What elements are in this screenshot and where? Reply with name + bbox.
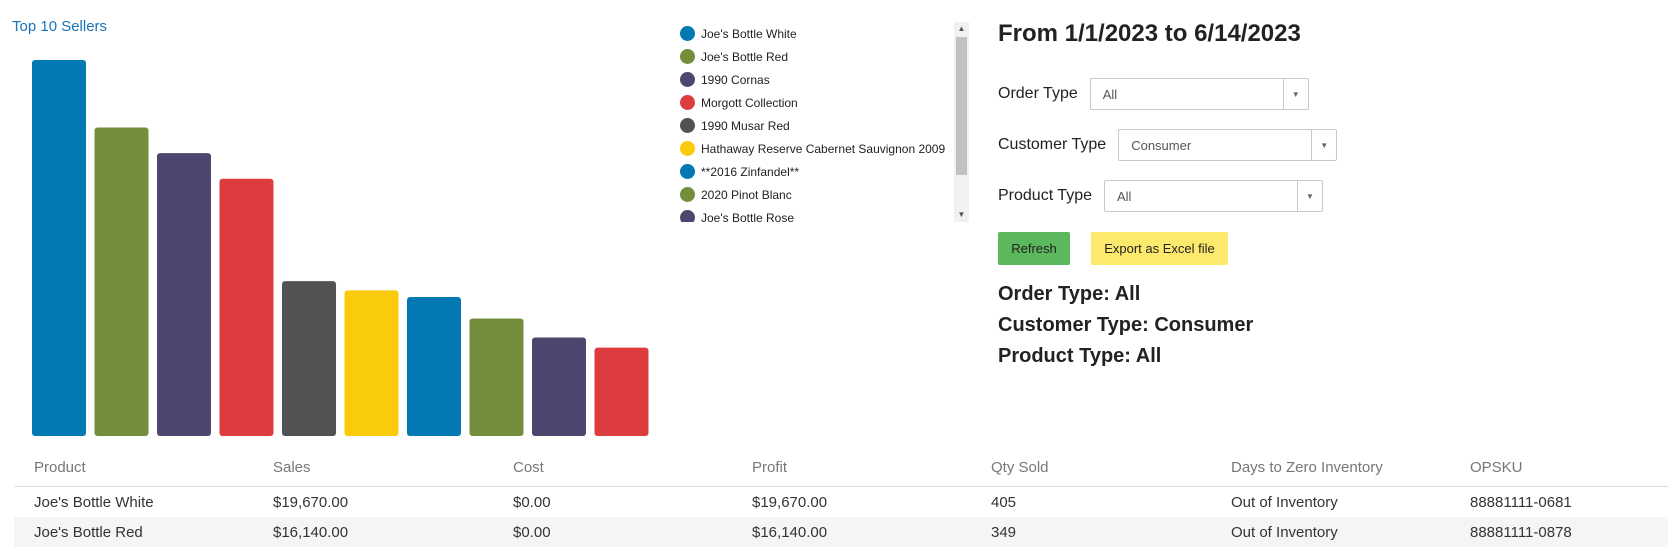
column-header-profit[interactable]: Profit [732,448,971,487]
cell-cost: $0.00 [493,517,732,547]
summary-order-type: Order Type: All [998,283,1141,305]
legend-scrollbar[interactable]: ▲ ▼ [954,22,969,222]
table-row[interactable]: Joe's Bottle White $19,670.00 $0.00 $19,… [14,487,1668,518]
cell-opsku: 88881111-0878 [1450,517,1668,547]
legend-swatch-icon [680,141,695,156]
legend-item[interactable]: **2016 Zinfandel** [678,160,958,183]
cell-product: Joe's Bottle Red [14,517,253,547]
product-type-label: Product Type [998,187,1092,204]
cell-qty-sold: 349 [971,517,1211,547]
bar-7[interactable] [407,297,461,436]
chevron-down-icon[interactable]: ▼ [1311,130,1336,160]
customer-type-select[interactable]: Consumer ▼ [1118,129,1338,161]
legend-label: 1990 Musar Red [701,118,790,133]
cell-sales: $19,670.00 [273,493,349,511]
chevron-down-icon[interactable]: ▼ [1296,181,1322,211]
order-type-filter: Order Type All ▼ [998,78,1309,110]
legend-item[interactable]: Hathaway Reserve Cabernet Sauvignon 2009 [678,137,958,160]
column-header-qty-sold[interactable]: Qty Sold [971,448,1211,487]
legend-item[interactable]: 2020 Pinot Blanc [678,183,958,206]
cell-profit: $19,670.00 [752,493,828,511]
legend-swatch-icon [680,49,695,64]
bar-3[interactable] [157,153,211,436]
product-type-value: All [1116,188,1132,204]
date-range-heading: From 1/1/2023 to 6/14/2023 [998,20,1301,47]
bar-10[interactable] [594,347,649,436]
refresh-button[interactable]: Refresh [998,232,1070,265]
bar-9[interactable] [532,337,586,436]
column-header-cost[interactable]: Cost [493,448,732,487]
legend-label: Joe's Bottle Rose [701,210,795,223]
legend-swatch-icon [680,187,695,202]
order-type-label: Order Type [998,85,1078,102]
legend-label: 1990 Cornas [701,72,770,87]
legend-label: **2016 Zinfandel** [701,164,800,179]
cell-product: Joe's Bottle White [34,493,154,511]
cell-profit: $16,140.00 [732,517,971,547]
summary-customer-type: Customer Type: Consumer [998,314,1254,336]
bar-4[interactable] [219,178,274,436]
bar-1[interactable] [32,60,86,436]
legend-item[interactable]: Joe's Bottle Red [678,45,958,68]
bar-5[interactable] [282,281,336,436]
bar-2[interactable] [94,127,149,436]
legend-item[interactable]: Joe's Bottle Rose [678,206,958,222]
customer-type-label: Customer Type [998,136,1107,153]
legend-swatch-icon [680,95,695,110]
legend-item[interactable]: Morgott Collection [678,91,958,114]
order-type-value: All [1102,86,1118,102]
legend-swatch-icon [680,72,695,87]
legend-item[interactable]: 1990 Musar Red [678,114,958,137]
customer-type-value: Consumer [1131,137,1192,153]
cell-qty-sold: 405 [991,493,1017,511]
order-type-select[interactable]: All ▼ [1089,78,1309,110]
legend-label: Hathaway Reserve Cabernet Sauvignon 2009 [701,141,946,156]
table-row[interactable]: Joe's Bottle Red $16,140.00 $0.00 $16,14… [14,517,1668,547]
export-excel-button[interactable]: Export as Excel file [1091,232,1228,265]
column-header-opsku[interactable]: OPSKU [1450,448,1668,487]
legend-scroll-down-icon[interactable]: ▼ [957,210,966,219]
summary-product-type: Product Type: All [998,345,1162,367]
bar-6[interactable] [344,290,399,436]
table-header-row: Product Sales Cost Profit Qty Sold Days … [14,448,1668,487]
cell-sales: $16,140.00 [253,517,493,547]
chart-legend: Joe's Bottle White Joe's Bottle Red 1990 C… [678,22,970,222]
legend-swatch-icon [680,164,695,179]
legend-list: Joe's Bottle White Joe's Bottle Red 1990 C… [678,22,958,222]
top-10-sellers-link[interactable]: Top 10 Sellers [12,18,108,35]
column-header-days-to-zero[interactable]: Days to Zero Inventory [1211,448,1450,487]
legend-swatch-icon [680,118,695,133]
chevron-down-icon[interactable]: ▼ [1282,79,1308,109]
legend-scroll-up-icon[interactable]: ▲ [957,24,966,33]
customer-type-filter: Customer Type Consumer ▼ [998,129,1338,161]
cell-cost: $0.00 [513,493,551,511]
legend-item[interactable]: 1990 Cornas [678,68,958,91]
cell-days-to-zero: Out of Inventory [1211,517,1450,547]
product-type-filter: Product Type All ▼ [998,180,1323,212]
legend-label: Morgott Collection [701,95,798,110]
column-header-product[interactable]: Product [14,448,253,487]
product-type-select[interactable]: All ▼ [1103,180,1323,212]
legend-item[interactable]: Joe's Bottle White [678,22,958,45]
legend-label: 2020 Pinot Blanc [701,187,792,202]
bar-8[interactable] [469,318,524,436]
legend-label: Joe's Bottle White [701,26,797,41]
legend-scroll-thumb[interactable] [956,37,967,175]
cell-days-to-zero: Out of Inventory [1231,493,1338,511]
legend-swatch-icon [680,210,695,222]
cell-opsku: 88881111-0681 [1470,493,1572,511]
sellers-table: Product Sales Cost Profit Qty Sold Days … [14,448,1668,547]
legend-label: Joe's Bottle Red [701,49,789,64]
column-header-sales[interactable]: Sales [253,448,493,487]
top-sellers-bar-chart [32,60,649,436]
legend-swatch-icon [680,26,695,41]
